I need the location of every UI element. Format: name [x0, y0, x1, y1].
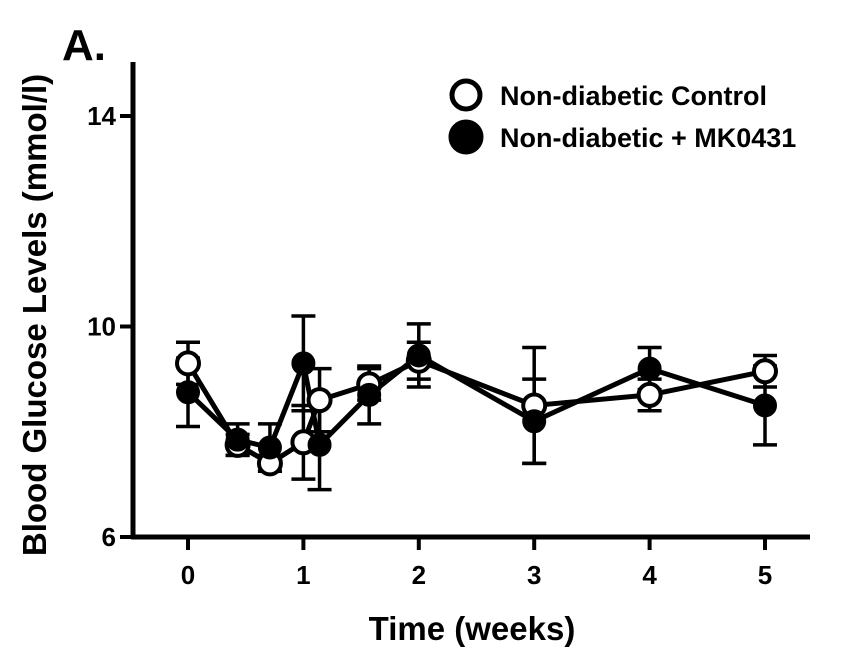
axes	[130, 62, 810, 540]
panel-label: A.	[62, 21, 106, 70]
data-point-mk0431	[225, 427, 250, 452]
data-point-mk0431	[307, 432, 332, 457]
data-point-control	[306, 387, 333, 414]
legend-marker-control	[449, 78, 483, 112]
data-point-mk0431	[522, 409, 547, 434]
data-point-mk0431	[176, 380, 200, 405]
data-point-control	[752, 358, 778, 385]
data-point-control	[636, 381, 663, 408]
x-tick-label: 1	[296, 560, 310, 590]
y-axis-title: Blood Glucose Levels (mmol/l)	[16, 74, 53, 556]
data-point-mk0431	[637, 356, 662, 381]
ticks: 0 1 2 3 4 5 6 10 14	[87, 101, 772, 590]
data-point-mk0431	[753, 393, 777, 418]
series-line-control	[185, 358, 766, 466]
x-tick-label: 0	[181, 560, 195, 590]
data-point-mk0431	[257, 435, 282, 460]
legend-label-control: Non-diabetic Control	[500, 81, 767, 111]
x-tick-label: 4	[642, 560, 657, 590]
data-point-mk0431	[406, 343, 431, 368]
data-point-mk0431	[291, 351, 316, 376]
x-axis-title: Time (weeks)	[369, 610, 576, 647]
markers	[175, 343, 778, 477]
legend-label-mk0431: Non-diabetic + MK0431	[500, 123, 796, 153]
data-point-control	[175, 350, 201, 377]
legend-marker-mk0431	[448, 119, 484, 155]
x-tick-label: 5	[758, 560, 772, 590]
x-tick-label: 3	[527, 560, 541, 590]
data-point-mk0431	[357, 382, 382, 407]
x-tick-label: 2	[412, 560, 426, 590]
y-tick-label: 10	[87, 312, 116, 342]
legend: Non-diabetic Control Non-diabetic + MK04…	[448, 78, 796, 155]
y-tick-label: 14	[87, 101, 116, 131]
series-line-mk0431	[186, 352, 766, 451]
y-tick-label: 6	[102, 522, 116, 552]
series-lines	[185, 352, 766, 466]
